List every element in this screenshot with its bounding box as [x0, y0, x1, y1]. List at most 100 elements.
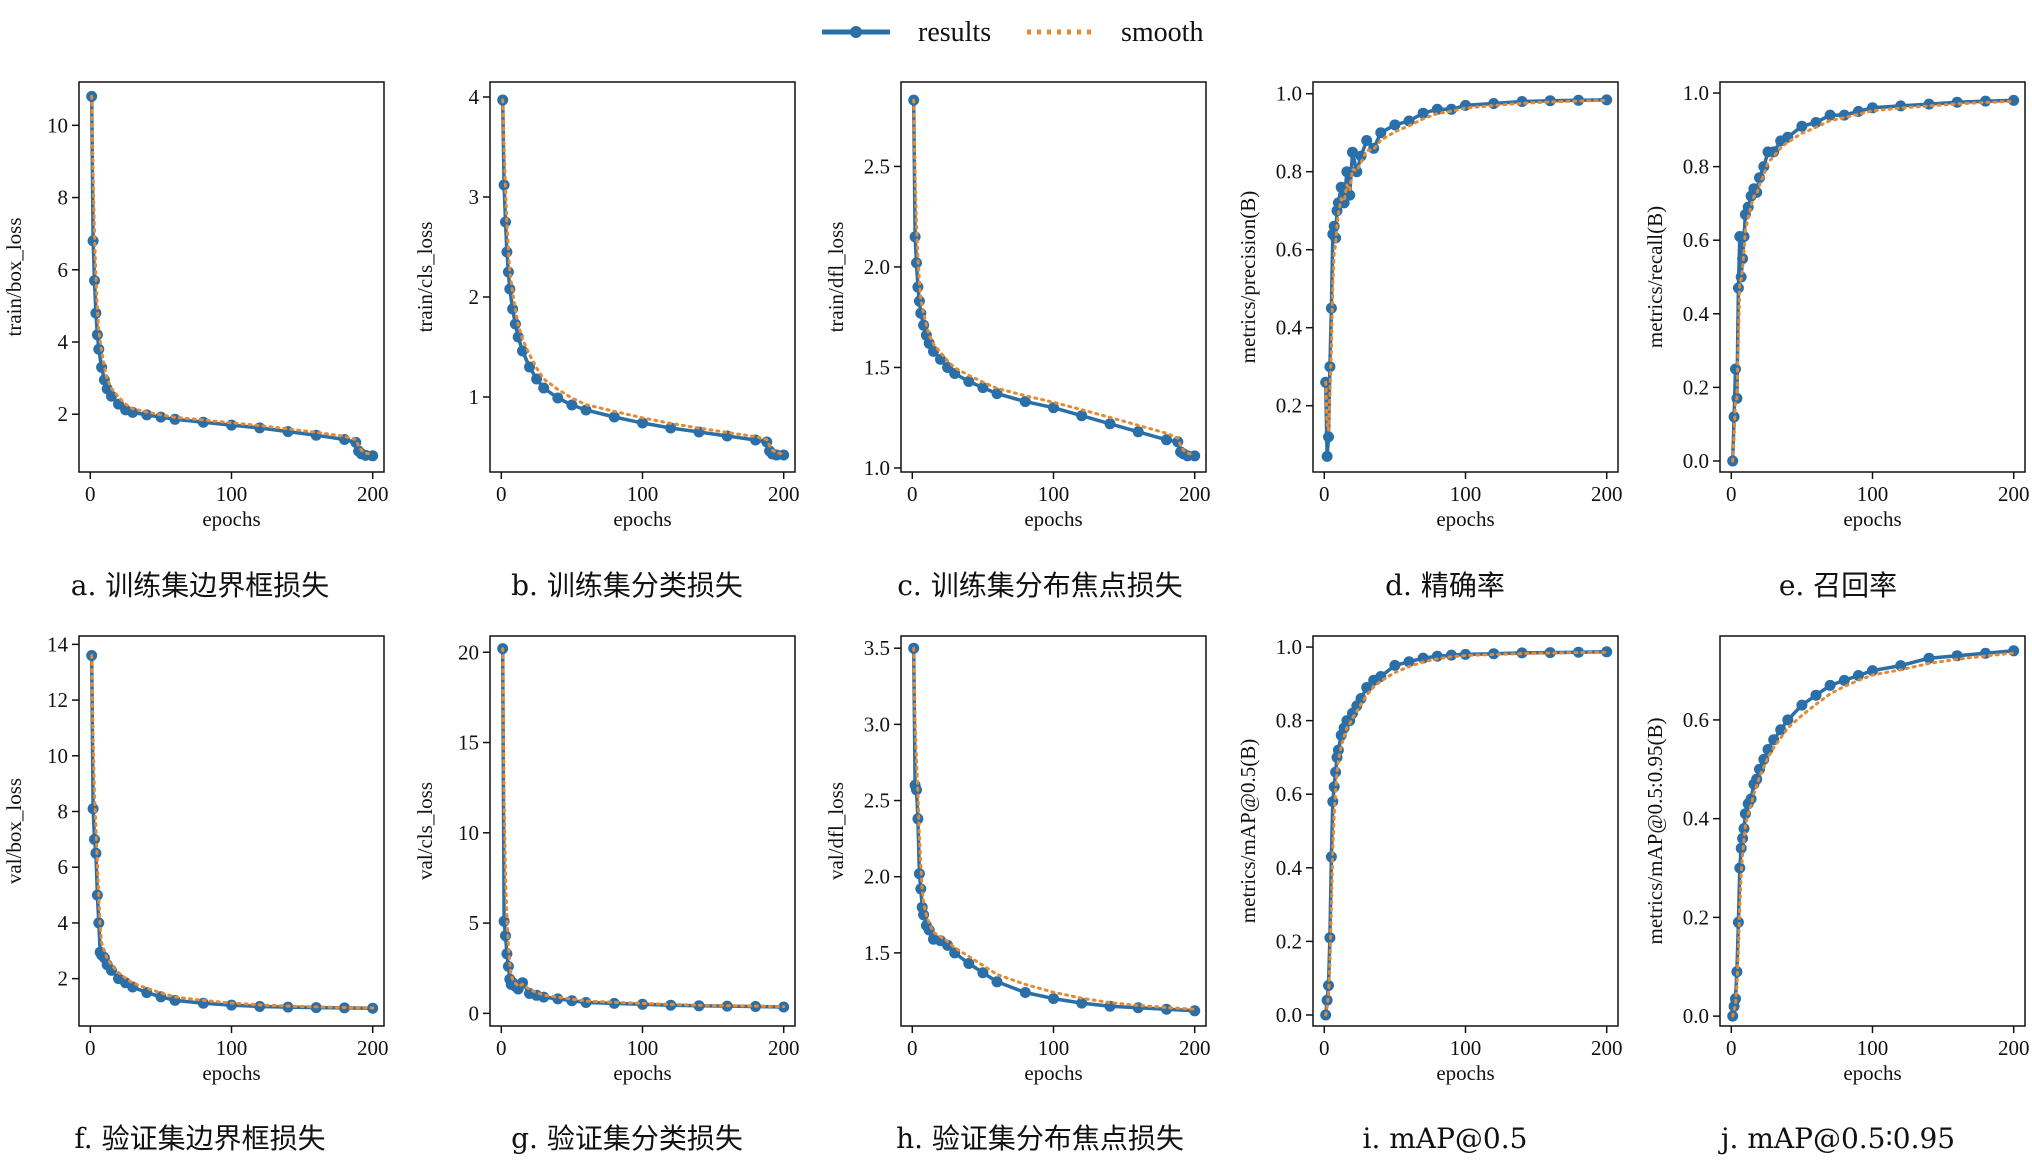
y-tick-label: 4 — [58, 911, 69, 935]
y-tick-label: 4 — [469, 85, 480, 109]
panel-caption: g. 验证集分类损失 — [511, 1122, 743, 1155]
y-tick-label: 0.8 — [1276, 160, 1302, 184]
x-tick-label: 200 — [1998, 1036, 2030, 1060]
data-point — [1189, 1005, 1201, 1017]
y-tick-label: 1.5 — [864, 355, 890, 379]
x-axis-label: epochs — [1024, 1061, 1082, 1085]
data-point — [778, 449, 790, 461]
data-point — [1076, 410, 1088, 422]
panel-caption: h. 验证集分布焦点损失 — [896, 1122, 1184, 1155]
data-point — [1321, 450, 1333, 462]
data-point — [1735, 842, 1747, 854]
series-results-line — [500, 648, 784, 1009]
chart-panel-8: 0 100 200 1.5 2.0 2.5 3.0 3.5 epochs val/dfl_loss… — [824, 635, 1210, 1155]
legend: results smooth — [822, 17, 1203, 48]
data-point — [1347, 146, 1358, 158]
y-tick-label: 5 — [469, 911, 480, 935]
data-point — [1076, 997, 1088, 1009]
x-axis-label: epochs — [1436, 507, 1494, 531]
data-point — [1768, 146, 1780, 158]
y-tick-label: 0 — [469, 1001, 480, 1025]
data-point — [89, 275, 100, 287]
chart-panel-2: 0 100 200 1 2 3 4 epochs train/cls_loss b. 训练集分类损… — [413, 81, 799, 602]
x-tick-label: 200 — [357, 482, 389, 506]
data-point — [1824, 679, 1836, 691]
data-point — [502, 960, 514, 972]
y-tick-label: 10 — [47, 113, 68, 137]
series-results-line — [89, 655, 373, 1010]
y-tick-label: 2.5 — [864, 154, 890, 178]
y-tick-label: 2.5 — [864, 789, 890, 813]
y-tick-label: 1.0 — [1276, 635, 1302, 659]
y-tick-label: 8 — [58, 186, 69, 210]
data-point — [1796, 699, 1808, 711]
data-point — [1895, 660, 1907, 672]
data-point — [93, 343, 105, 355]
x-tick-label: 0 — [1726, 482, 1737, 506]
data-point — [89, 833, 100, 845]
plot-frame — [1312, 81, 1619, 473]
data-point — [1824, 109, 1836, 121]
y-axis-label: val/cls_loss — [413, 782, 437, 880]
data-point — [1132, 426, 1144, 438]
x-axis-label: epochs — [1024, 507, 1082, 531]
y-tick-label: 8 — [58, 800, 69, 824]
legend-results-marker — [850, 26, 862, 38]
x-tick-label: 100 — [627, 1036, 659, 1060]
data-point — [169, 413, 181, 425]
series-results-line — [500, 99, 784, 457]
data-point — [1516, 96, 1528, 107]
y-tick-label: 0.0 — [1276, 1003, 1302, 1027]
x-axis-label: epochs — [1843, 507, 1901, 531]
series-smooth-line — [1324, 650, 1609, 1017]
data-point — [1417, 652, 1429, 664]
data-point — [1573, 94, 1584, 106]
x-tick-label: 0 — [496, 1036, 507, 1060]
data-point — [524, 361, 535, 373]
x-tick-label: 100 — [627, 482, 659, 506]
y-axis-label: metrics/recall(B) — [1643, 206, 1667, 348]
y-tick-label: 0.4 — [1683, 302, 1710, 326]
x-tick-label: 200 — [1591, 482, 1623, 506]
x-tick-label: 0 — [1726, 1036, 1737, 1060]
x-tick-label: 0 — [1319, 482, 1330, 506]
y-tick-label: 0.2 — [1276, 394, 1302, 418]
data-point — [1104, 418, 1116, 430]
series-results-line — [1323, 650, 1607, 1016]
data-point — [1782, 714, 1794, 726]
data-point — [915, 883, 927, 895]
x-tick-label: 100 — [216, 1036, 248, 1060]
y-tick-label: 2.0 — [864, 255, 890, 279]
data-point — [1431, 103, 1443, 115]
data-point — [1019, 987, 1031, 998]
data-point — [500, 216, 511, 228]
series-results-line — [89, 96, 373, 458]
data-point — [1745, 793, 1757, 805]
x-tick-label: 200 — [357, 1036, 389, 1060]
x-tick-label: 200 — [768, 1036, 800, 1060]
panel-caption: j. mAP@0.5∶0.95 — [1718, 1122, 1955, 1155]
y-tick-label: 2 — [58, 402, 69, 426]
data-point — [942, 939, 954, 951]
series-smooth-line — [501, 98, 786, 456]
chart-panel-6: 0 100 200 2 4 6 8 10 12 14 epochs val/box_loss f. 验证… — [2, 632, 388, 1155]
data-point — [1775, 724, 1787, 736]
plot-frame — [78, 635, 385, 1027]
series-smooth-line — [1324, 98, 1609, 431]
data-point — [580, 404, 592, 416]
legend-results-label: results — [918, 17, 991, 48]
y-tick-label: 0.0 — [1683, 449, 1709, 473]
y-tick-label: 0.8 — [1683, 155, 1709, 179]
y-tick-label: 3.5 — [864, 636, 890, 660]
x-tick-label: 200 — [1998, 482, 2030, 506]
y-tick-label: 15 — [458, 731, 479, 755]
series-smooth-line — [912, 646, 1197, 1011]
data-point — [991, 388, 1003, 400]
data-point — [2008, 94, 2020, 106]
x-tick-label: 100 — [216, 482, 248, 506]
data-point — [106, 390, 117, 402]
data-point — [1361, 682, 1373, 693]
x-axis-label: epochs — [1843, 1061, 1901, 1085]
data-point — [1751, 773, 1763, 785]
data-point — [1361, 135, 1373, 146]
